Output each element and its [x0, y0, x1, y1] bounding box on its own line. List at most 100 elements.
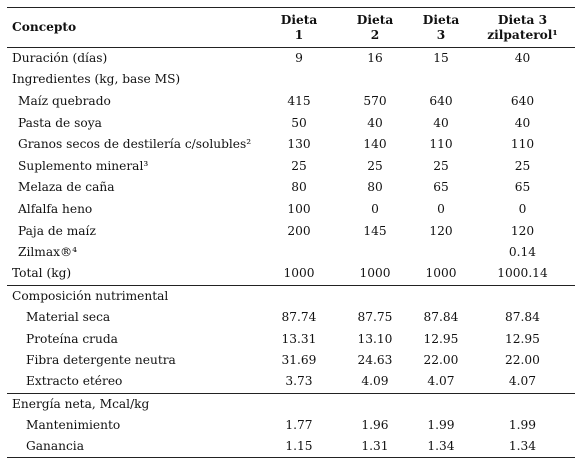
- header-dieta-1-line2: 1: [294, 27, 304, 42]
- row-label: Paja de maíz: [18, 223, 96, 238]
- row-label: Zilmax®⁴: [18, 245, 78, 260]
- row-label: Composición nutrimental: [7, 284, 260, 307]
- cell-dieta-4: [470, 284, 575, 307]
- cell-dieta-3: 40: [433, 115, 449, 130]
- cell-dieta-3: 15: [433, 51, 449, 66]
- table-row: Zilmax®⁴ 0.14: [7, 242, 575, 264]
- row-label: Alfalfa heno: [18, 201, 93, 216]
- cell-dieta-3: 12.95: [423, 331, 459, 346]
- cell-dieta-1: 9: [295, 51, 303, 66]
- row-label: Pasta de soya: [18, 115, 102, 130]
- cell-dieta-2: 87.75: [357, 309, 393, 324]
- header-dieta-3-line2: 3: [436, 27, 446, 42]
- cell-dieta-2: 4.09: [361, 374, 389, 389]
- cell-dieta-4: 1000.14: [497, 266, 548, 281]
- cell-dieta-4: 12.95: [505, 331, 540, 346]
- table-row: Ingredientes (kg, base MS): [7, 69, 575, 91]
- cell-dieta-4: 4.07: [508, 374, 537, 389]
- row-label: Melaza de caña: [18, 180, 115, 195]
- cell-dieta-4: 640: [510, 93, 535, 108]
- header-dieta-3: Dieta 3: [412, 7, 470, 48]
- table-header: Concepto Dieta 1 Dieta 2 Dieta 3 Dieta 3…: [7, 7, 575, 48]
- cell-dieta-3: 4.07: [427, 374, 455, 389]
- header-concepto: Concepto: [7, 7, 260, 48]
- cell-dieta-3: 25: [433, 158, 449, 173]
- header-row: Concepto Dieta 1 Dieta 2 Dieta 3 Dieta 3…: [7, 7, 575, 48]
- row-label: Maíz quebrado: [18, 93, 111, 108]
- row-label: Total (kg): [12, 266, 72, 281]
- cell-dieta-3: 0: [437, 201, 445, 216]
- table-row: Material seca 87.74 87.75 87.84 87.84: [7, 307, 575, 329]
- cell-dieta-2: [338, 69, 412, 91]
- cell-dieta-4: 1.34: [470, 436, 575, 458]
- cell-dieta-4: 87.84: [505, 309, 540, 324]
- cell-dieta-3: 1.99: [427, 417, 455, 432]
- cell-dieta-1: 31.69: [281, 353, 317, 368]
- cell-dieta-4: 65: [514, 180, 531, 195]
- cell-dieta-3: [412, 69, 470, 91]
- cell-dieta-2: 140: [363, 137, 387, 152]
- row-label: Ingredientes (kg, base MS): [12, 72, 181, 87]
- cell-dieta-1: [260, 392, 338, 415]
- cell-dieta-1: 3.73: [285, 374, 313, 389]
- cell-dieta-1: 415: [287, 93, 311, 108]
- cell-dieta-2: 24.63: [357, 353, 393, 368]
- cell-dieta-1: [260, 69, 338, 91]
- cell-dieta-3: [412, 392, 470, 415]
- cell-dieta-2: 1.31: [338, 436, 412, 458]
- cell-dieta-3: 640: [429, 93, 453, 108]
- diet-composition-table: Concepto Dieta 1 Dieta 2 Dieta 3 Dieta 3…: [7, 7, 575, 458]
- table-row: Extracto etéreo 3.73 4.09 4.07 4.07: [7, 371, 575, 393]
- cell-dieta-3: 120: [429, 223, 453, 238]
- table-row: Alfalfa heno 100 0 0 0: [7, 199, 575, 221]
- cell-dieta-2: 0: [371, 201, 379, 216]
- header-dieta-3-line1: Dieta: [422, 12, 460, 27]
- cell-dieta-2: 40: [367, 115, 383, 130]
- row-label: Granos secos de destilería c/solubles²: [18, 137, 252, 152]
- cell-dieta-3: 1.34: [412, 436, 470, 458]
- cell-dieta-4: 120: [510, 223, 535, 238]
- cell-dieta-2: 1000: [359, 266, 391, 281]
- cell-dieta-2: [338, 284, 412, 307]
- cell-dieta-3: 87.84: [423, 309, 459, 324]
- cell-dieta-3: 110: [429, 137, 453, 152]
- cell-dieta-4: 0.14: [508, 245, 537, 260]
- header-dieta-1: Dieta 1: [260, 7, 338, 48]
- cell-dieta-1: 13.31: [281, 331, 317, 346]
- header-dieta-2: Dieta 2: [338, 7, 412, 48]
- table-body: Duración (días) 9 16 15 40 Ingredientes (kg, …: [7, 48, 575, 458]
- table-row: Melaza de caña 80 80 65 65: [7, 177, 575, 199]
- row-label: Mantenimiento: [26, 417, 121, 432]
- cell-dieta-1: [260, 242, 338, 264]
- table-row: Maíz quebrado 415 570 640 640: [7, 91, 575, 113]
- table-row: Duración (días) 9 16 15 40: [7, 48, 575, 70]
- cell-dieta-4: [470, 69, 575, 91]
- row-label: Suplemento mineral³: [18, 158, 149, 173]
- row-label: Energía neta, Mcal/kg: [7, 392, 260, 415]
- cell-dieta-4: 40: [514, 51, 531, 66]
- cell-dieta-1: 80: [291, 180, 307, 195]
- cell-dieta-1: 100: [287, 201, 311, 216]
- cell-dieta-4: 110: [510, 137, 535, 152]
- cell-dieta-1: 130: [287, 137, 311, 152]
- header-dieta-1-line1: Dieta: [280, 12, 318, 27]
- cell-dieta-2: 145: [363, 223, 387, 238]
- cell-dieta-3: 65: [433, 180, 449, 195]
- table-row: Proteína cruda 13.31 13.10 12.95 12.95: [7, 328, 575, 350]
- header-dieta-2-line1: Dieta: [356, 12, 394, 27]
- row-label: Proteína cruda: [26, 331, 118, 346]
- cell-dieta-2: 25: [367, 158, 383, 173]
- cell-dieta-3: [412, 284, 470, 307]
- cell-dieta-1: 50: [291, 115, 307, 130]
- cell-dieta-2: 13.10: [357, 331, 393, 346]
- cell-dieta-2: [338, 242, 412, 264]
- table-row: Fibra detergente neutra 31.69 24.63 22.00 22…: [7, 350, 575, 372]
- header-dieta-3-zilpaterol-line2: zilpaterol¹: [487, 27, 558, 42]
- row-label: Material seca: [26, 309, 111, 324]
- table-row: Total (kg) 1000 1000 1000 1000.14: [7, 263, 575, 285]
- cell-dieta-2: [338, 392, 412, 415]
- cell-dieta-3: 22.00: [423, 353, 459, 368]
- cell-dieta-4: 25: [514, 158, 531, 173]
- cell-dieta-2: 1.96: [361, 417, 389, 432]
